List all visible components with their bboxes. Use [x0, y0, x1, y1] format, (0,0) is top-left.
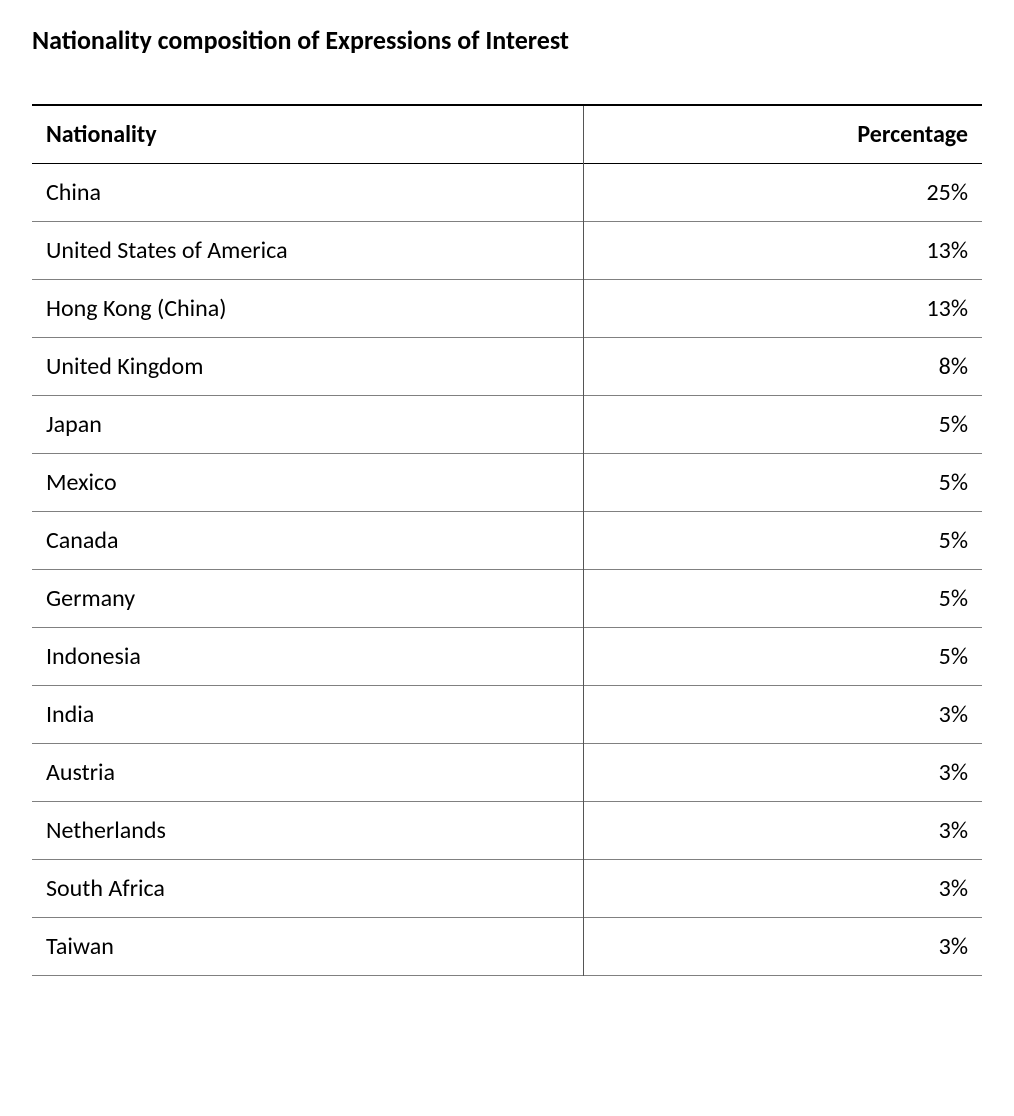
cell-nationality: South Africa: [32, 860, 583, 918]
cell-nationality: China: [32, 164, 583, 222]
col-header-nationality: Nationality: [32, 105, 583, 164]
cell-nationality: Netherlands: [32, 802, 583, 860]
cell-nationality: Taiwan: [32, 918, 583, 976]
table-row: Canada5%: [32, 512, 982, 570]
table-row: Mexico5%: [32, 454, 982, 512]
table-row: Indonesia5%: [32, 628, 982, 686]
cell-percentage: 5%: [583, 396, 982, 454]
cell-percentage: 13%: [583, 280, 982, 338]
cell-percentage: 3%: [583, 802, 982, 860]
cell-nationality: Canada: [32, 512, 583, 570]
cell-percentage: 13%: [583, 222, 982, 280]
cell-percentage: 3%: [583, 860, 982, 918]
table-row: South Africa3%: [32, 860, 982, 918]
page-title: Nationality composition of Expressions o…: [32, 24, 982, 56]
table-row: Austria3%: [32, 744, 982, 802]
nationality-table: Nationality Percentage China25%United St…: [32, 104, 982, 976]
cell-nationality: Hong Kong (China): [32, 280, 583, 338]
cell-nationality: Mexico: [32, 454, 583, 512]
table-row: Germany5%: [32, 570, 982, 628]
table-row: Taiwan3%: [32, 918, 982, 976]
table-header-row: Nationality Percentage: [32, 105, 982, 164]
table-row: Netherlands3%: [32, 802, 982, 860]
cell-nationality: Austria: [32, 744, 583, 802]
cell-percentage: 8%: [583, 338, 982, 396]
cell-nationality: India: [32, 686, 583, 744]
cell-nationality: Indonesia: [32, 628, 583, 686]
table-row: Hong Kong (China)13%: [32, 280, 982, 338]
cell-percentage: 25%: [583, 164, 982, 222]
table-row: United Kingdom8%: [32, 338, 982, 396]
cell-nationality: Germany: [32, 570, 583, 628]
table-body: China25%United States of America13%Hong …: [32, 164, 982, 976]
table-row: United States of America13%: [32, 222, 982, 280]
cell-percentage: 5%: [583, 454, 982, 512]
cell-nationality: United Kingdom: [32, 338, 583, 396]
cell-percentage: 5%: [583, 570, 982, 628]
col-header-percentage: Percentage: [583, 105, 982, 164]
table-row: China25%: [32, 164, 982, 222]
cell-percentage: 3%: [583, 686, 982, 744]
cell-percentage: 5%: [583, 512, 982, 570]
cell-percentage: 3%: [583, 744, 982, 802]
table-row: Japan5%: [32, 396, 982, 454]
cell-nationality: Japan: [32, 396, 583, 454]
cell-percentage: 5%: [583, 628, 982, 686]
cell-nationality: United States of America: [32, 222, 583, 280]
table-row: India3%: [32, 686, 982, 744]
cell-percentage: 3%: [583, 918, 982, 976]
